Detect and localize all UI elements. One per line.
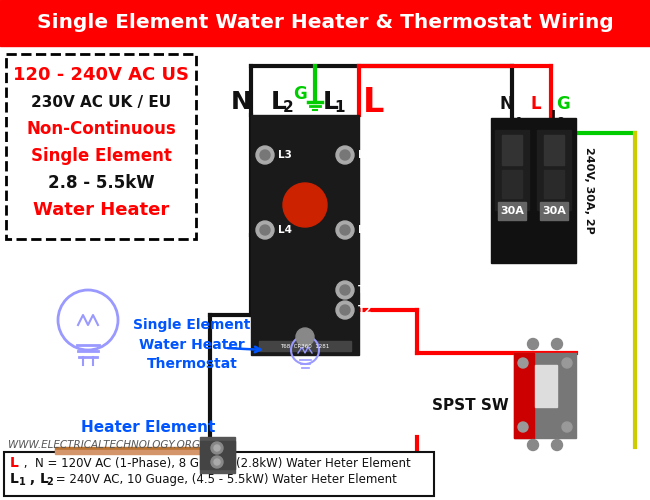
Text: L: L [551, 109, 560, 123]
Bar [514, 353, 534, 438]
Bar [6, 54, 196, 239]
Text: SPST SW: SPST SW [432, 398, 508, 412]
Circle shape [551, 338, 562, 349]
Text: T1: T1 [358, 285, 372, 295]
Text: L: L [10, 456, 19, 470]
Text: N: N [231, 90, 252, 114]
Bar [535, 365, 557, 407]
Circle shape [562, 358, 572, 368]
Circle shape [296, 328, 314, 346]
Bar [4, 452, 434, 496]
Bar [540, 202, 568, 220]
Text: 30A: 30A [542, 206, 566, 216]
Bar [200, 441, 235, 469]
Circle shape [211, 442, 223, 454]
Circle shape [256, 221, 274, 239]
Bar [259, 341, 351, 351]
Circle shape [283, 183, 327, 227]
Circle shape [336, 146, 354, 164]
Circle shape [340, 305, 350, 315]
Text: L: L [271, 90, 287, 114]
Text: T2: T2 [358, 305, 372, 315]
Circle shape [518, 422, 528, 432]
Circle shape [528, 338, 538, 349]
Circle shape [260, 225, 270, 235]
Bar [495, 130, 529, 210]
Text: L: L [10, 472, 19, 486]
Circle shape [528, 440, 538, 450]
Bar [251, 115, 359, 355]
Circle shape [214, 459, 220, 465]
Text: L: L [530, 95, 541, 113]
Circle shape [211, 456, 223, 468]
Bar [544, 135, 564, 165]
Text: 2: 2 [46, 477, 53, 487]
Text: WWW.ELECTRICALTECHNOLOGY.ORG: WWW.ELECTRICALTECHNOLOGY.ORG [8, 440, 200, 450]
Text: 1: 1 [19, 477, 26, 487]
Text: Non-Continuous: Non-Continuous [26, 120, 176, 138]
Bar [498, 202, 526, 220]
Bar [0, 0, 650, 46]
Circle shape [518, 358, 528, 368]
Text: L4: L4 [278, 225, 292, 235]
Text: 2.8 - 5.5kW: 2.8 - 5.5kW [47, 174, 154, 192]
Bar [514, 353, 576, 438]
Text: Single Element
Water Heater
Thermostat: Single Element Water Heater Thermostat [133, 318, 251, 372]
Text: Water Heater: Water Heater [33, 201, 169, 219]
Bar [544, 170, 564, 198]
Bar [537, 130, 571, 210]
Circle shape [336, 301, 354, 319]
Circle shape [340, 285, 350, 295]
Bar [502, 135, 522, 165]
Text: N: N [499, 95, 513, 113]
Text: L: L [323, 90, 339, 114]
Text: L: L [363, 86, 385, 118]
Circle shape [336, 281, 354, 299]
Text: , L: , L [25, 472, 49, 486]
Text: T68  CR360  1281: T68 CR360 1281 [280, 344, 330, 348]
Bar [502, 170, 522, 198]
Bar [55, 447, 210, 463]
Text: 120 - 240V AC US: 120 - 240V AC US [13, 66, 189, 84]
Bar [200, 437, 235, 473]
Text: 30A: 30A [500, 206, 524, 216]
Circle shape [340, 150, 350, 160]
Bar [491, 118, 576, 263]
Circle shape [214, 445, 220, 451]
Circle shape [256, 146, 274, 164]
Circle shape [551, 440, 562, 450]
Text: 2: 2 [558, 117, 564, 127]
Circle shape [562, 422, 572, 432]
Circle shape [260, 150, 270, 160]
Text: 1: 1 [335, 100, 345, 114]
Text: 230V AC UK / EU: 230V AC UK / EU [31, 94, 171, 110]
Text: 2: 2 [283, 100, 293, 114]
Text: 240V, 30A, 2P: 240V, 30A, 2P [584, 146, 594, 234]
Text: 1: 1 [515, 117, 523, 127]
Text: ,  N = 120V AC (1-Phase), 8 Guage, (2.8kW) Water Heter Element: , N = 120V AC (1-Phase), 8 Guage, (2.8kW… [20, 456, 411, 469]
Text: = 240V AC, 10 Guage, (4.5 - 5.5kW) Water Heter Element: = 240V AC, 10 Guage, (4.5 - 5.5kW) Water… [52, 472, 397, 486]
Text: L3: L3 [278, 150, 292, 160]
Text: Single Element Water Heater & Thermostat Wiring: Single Element Water Heater & Thermostat… [36, 14, 614, 32]
Circle shape [340, 225, 350, 235]
Text: G: G [293, 85, 307, 103]
Text: L1: L1 [358, 150, 372, 160]
Text: Single Element: Single Element [31, 147, 172, 165]
Bar [55, 450, 210, 454]
Text: L2: L2 [358, 225, 372, 235]
Text: Heater Element: Heater Element [81, 420, 215, 436]
Text: L: L [508, 109, 517, 123]
Circle shape [336, 221, 354, 239]
Text: G: G [556, 95, 570, 113]
